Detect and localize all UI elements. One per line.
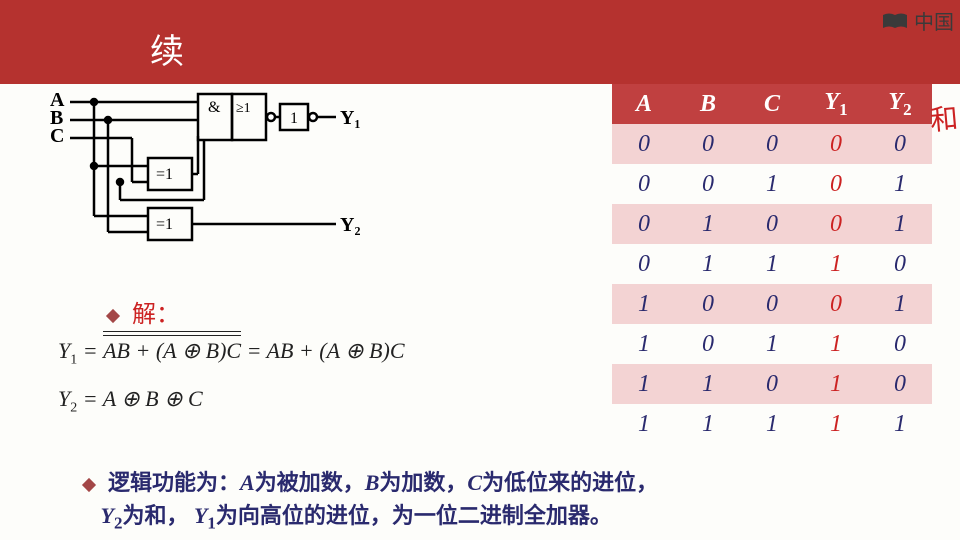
- solution-label: 解：: [108, 294, 180, 329]
- book-icon: [882, 12, 908, 30]
- logic-circuit-diagram: A B C =1 =1 & ≥1: [48, 92, 388, 268]
- svg-text:C: C: [50, 125, 64, 147]
- bullet-icon: [106, 309, 120, 323]
- svg-text:=1: =1: [156, 216, 173, 233]
- table-row: 00101: [612, 164, 932, 204]
- col-Y2: Y2: [868, 84, 932, 124]
- col-Y1: Y1: [804, 84, 868, 124]
- table-row: 11111: [612, 404, 932, 444]
- col-B: B: [676, 84, 740, 124]
- svg-text:=1: =1: [156, 166, 173, 183]
- slide-title: 续: [150, 24, 184, 73]
- svg-text:Y₁: Y₁: [340, 107, 360, 129]
- table-row: 00000: [612, 124, 932, 164]
- logo-text: 中国: [914, 6, 954, 35]
- slide-content: A B C =1 =1 & ≥1: [0, 84, 960, 540]
- table-row: 11010: [612, 364, 932, 404]
- truth-table: A B C Y1 Y2 0000000101010010111010001101…: [612, 84, 932, 444]
- handwritten-annotation: 和: [928, 97, 959, 139]
- col-A: A: [612, 84, 676, 124]
- table-row: 01110: [612, 244, 932, 284]
- svg-text:Y₂: Y₂: [340, 214, 360, 236]
- table-row: 10110: [612, 324, 932, 364]
- bullet-icon: [82, 478, 96, 492]
- equation-y1: Y1 = AB + (A ⊕ B)C = AB + (A ⊕ B)C: [58, 338, 405, 368]
- slide-header: 续 中国: [0, 0, 960, 84]
- table-row: 01001: [612, 204, 932, 244]
- col-C: C: [740, 84, 804, 124]
- table-header-row: A B C Y1 Y2: [612, 84, 932, 124]
- svg-text:&: &: [208, 99, 221, 116]
- table-row: 10001: [612, 284, 932, 324]
- function-description: 逻辑功能为：A为被加数，B为加数，C为低位来的进位， Y2为和， Y1为向高位的…: [84, 466, 864, 536]
- logo-area: 中国: [882, 6, 954, 35]
- svg-text:≥1: ≥1: [236, 101, 251, 116]
- equation-y2: Y2 = A ⊕ B ⊕ C: [58, 386, 203, 416]
- svg-text:1: 1: [290, 110, 298, 127]
